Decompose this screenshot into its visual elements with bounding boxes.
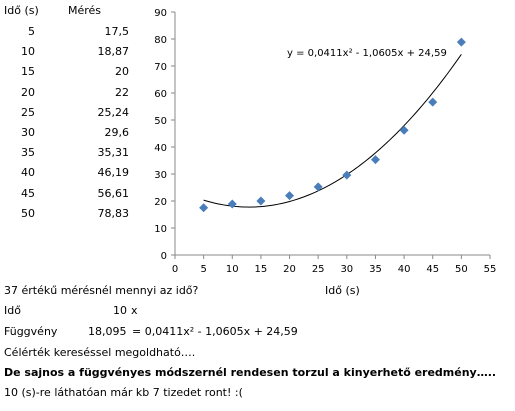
x-tick-label: 40 — [398, 264, 411, 275]
table-cell-measure: 78,83 — [97, 206, 130, 220]
x-tick-label: 30 — [340, 264, 353, 275]
last-note: 10 (s)-re láthatóan már kb 7 tizedet ron… — [4, 386, 243, 399]
fv-value: 18,095 — [88, 325, 127, 338]
y-tick-label: 70 — [154, 62, 167, 73]
x-tick-label: 50 — [455, 264, 468, 275]
x-tick-label: 5 — [200, 264, 206, 275]
data-point — [456, 37, 466, 47]
x-axis-label: Idő (s) — [325, 284, 360, 297]
fv-formula: = 0,0411x² - 1,0605x + 24,59 — [132, 325, 298, 338]
table-cell-measure: 22 — [115, 85, 129, 99]
table-cell-time: 35 — [21, 146, 35, 160]
y-tick-label: 0 — [161, 251, 167, 262]
data-point — [428, 97, 438, 107]
bold-note: De sajnos a függvényes módszernél rendes… — [4, 366, 497, 379]
data-point — [256, 196, 266, 206]
question-text: 37 értékű mérésnél mennyi az idő? — [4, 284, 199, 297]
y-tick-label: 90 — [154, 8, 167, 19]
data-point — [199, 203, 209, 213]
table-cell-time: 5 — [28, 25, 35, 38]
y-tick-label: 60 — [154, 89, 167, 100]
data-point — [370, 155, 380, 165]
chart-axes — [174, 12, 490, 256]
table-cell-time: 30 — [21, 126, 35, 139]
trendline — [203, 54, 462, 208]
x-tick-label: 25 — [312, 264, 325, 275]
data-point — [399, 125, 409, 135]
table-cell-measure: 20 — [115, 65, 129, 79]
table-cell-time: 25 — [21, 105, 35, 119]
x-tick-label: 0 — [172, 264, 178, 275]
x-tick-label: 15 — [255, 264, 268, 275]
table-cell-measure: 35,31 — [97, 146, 130, 160]
x-tick-label: 20 — [283, 264, 296, 275]
x-tick-label: 10 — [226, 264, 239, 275]
y-tick-label: 30 — [154, 170, 167, 181]
y-tick-label: 10 — [154, 224, 167, 235]
ido-x: x — [131, 304, 138, 317]
y-tick-label: 80 — [154, 35, 167, 46]
fv-label: Függvény — [4, 325, 58, 338]
table-cell-measure: 17,5 — [104, 25, 130, 38]
x-tick-label: 45 — [426, 264, 439, 275]
x-tick-label: 55 — [484, 264, 497, 275]
table-cell-time: 10 — [21, 45, 35, 59]
data-point — [227, 199, 237, 209]
data-points — [199, 37, 466, 213]
scatter-chart: 0 10 20 30 40 50 60 70 80 90 0 5 10 15 20 25 30 35 40 45 50 5… — [154, 8, 496, 275]
table-cell-measure: 56,61 — [97, 186, 130, 200]
x-tick-label: 35 — [369, 264, 382, 275]
data-point — [342, 170, 352, 180]
table-cell-time: 40 — [21, 166, 35, 180]
trendline-equation: y = 0,0411x² - 1,0605x + 24,59 — [287, 48, 447, 59]
table-header-measure: Mérés — [68, 4, 102, 17]
ido-label: Idő — [4, 304, 21, 317]
y-tick-label: 50 — [154, 116, 167, 127]
y-tick-label: 40 — [154, 143, 167, 154]
table-header-time: Idő (s) — [4, 4, 39, 17]
table-cell-time: 15 — [21, 65, 35, 79]
ido-value: 10 — [113, 304, 127, 317]
data-point — [285, 191, 295, 201]
table-cell-time: 20 — [21, 85, 35, 99]
table-cell-time: 50 — [21, 206, 35, 220]
y-tick-label: 20 — [154, 197, 167, 208]
table-cell-measure: 18,87 — [97, 45, 130, 59]
chart-ticks: 0 10 20 30 40 50 60 70 80 90 0 5 10 15 20 25 30 35 40 45 50 5… — [154, 8, 496, 275]
table-cell-measure: 29,6 — [104, 126, 130, 139]
celertek-text: Célérték kereséssel megoldható…. — [4, 346, 196, 359]
table-cell-time: 45 — [21, 186, 35, 200]
data-point — [313, 182, 323, 192]
table-cell-measure: 25,24 — [97, 105, 130, 119]
table-cell-measure: 46,19 — [97, 166, 130, 180]
